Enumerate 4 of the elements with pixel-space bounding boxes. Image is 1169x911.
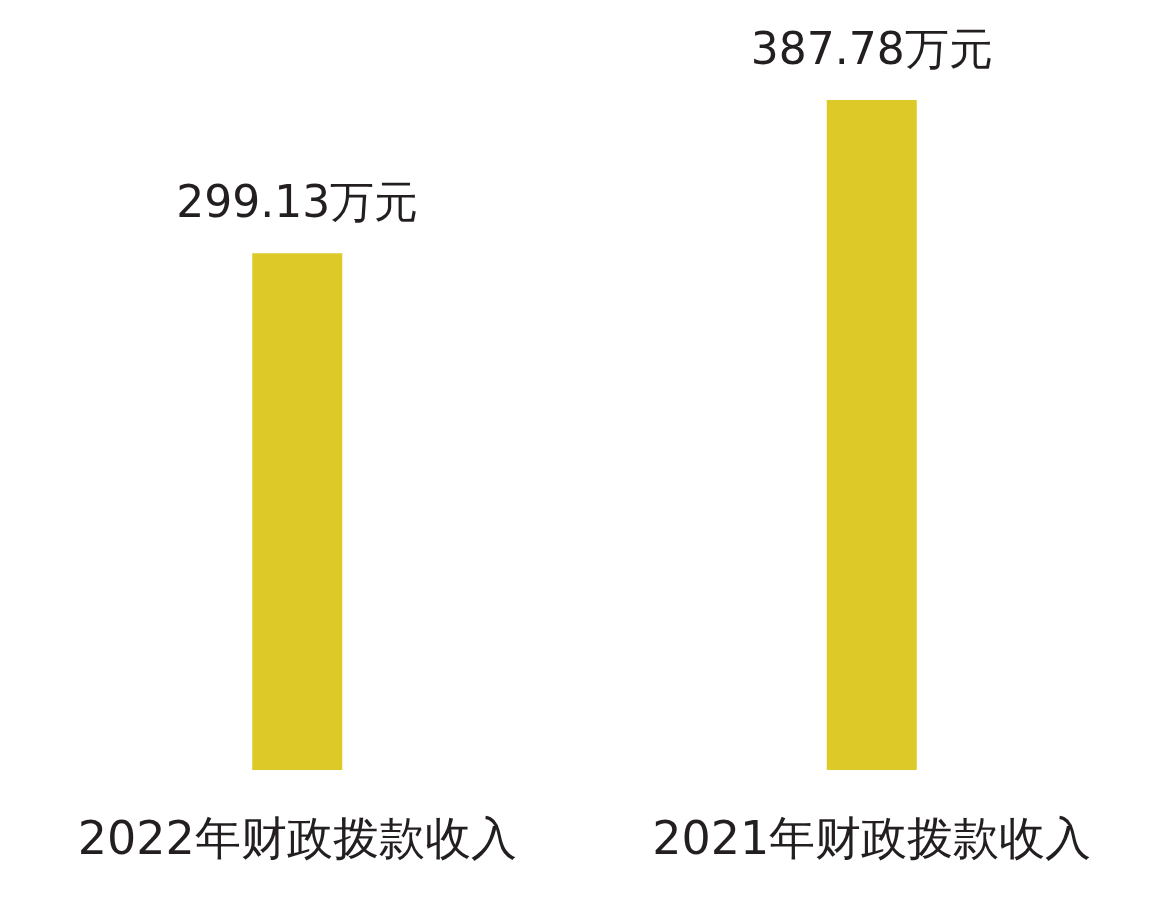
data-label: 387.78万元: [750, 22, 993, 74]
x-tick-label: 2021年财政拨款收入: [652, 811, 1092, 865]
x-tick-label: 2022年财政拨款收入: [77, 811, 517, 865]
data-label: 299.13万元: [176, 175, 419, 227]
